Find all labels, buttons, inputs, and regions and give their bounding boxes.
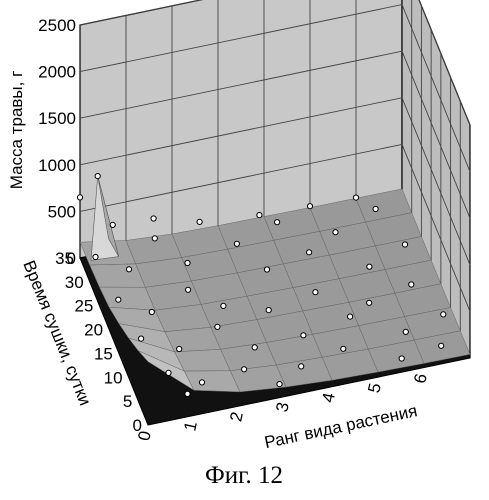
data-point [186, 287, 191, 292]
x-tick-label: 6 [410, 372, 431, 385]
data-point [252, 345, 257, 350]
data-point [439, 343, 444, 348]
z-axis-label: Масса травы, г [7, 71, 26, 190]
data-point [197, 219, 202, 224]
data-point [403, 329, 408, 334]
data-point [166, 370, 171, 375]
y-tick-label: 20 [84, 321, 103, 340]
z-tick-label: 2500 [38, 16, 76, 35]
y-tick-label: 30 [65, 273, 84, 292]
data-point [215, 324, 220, 329]
surface-cell [165, 327, 221, 352]
y-tick-label: 35 [55, 249, 74, 268]
y-tick-label: 0 [133, 416, 142, 435]
y-tick-label: 15 [94, 344, 113, 363]
data-point [110, 222, 115, 227]
data-point [116, 297, 121, 302]
data-point [221, 303, 226, 308]
data-point [234, 241, 239, 246]
data-point [77, 195, 82, 200]
data-point [264, 267, 269, 272]
data-point [126, 267, 131, 272]
data-point [177, 346, 182, 351]
data-point [275, 220, 280, 225]
data-point [409, 282, 414, 287]
y-tick-label: 25 [74, 297, 93, 316]
data-point [333, 230, 338, 235]
data-point [441, 312, 446, 317]
data-point [242, 367, 247, 372]
data-point [367, 300, 372, 305]
data-point [402, 242, 407, 247]
x-tick-label: 4 [318, 391, 339, 404]
data-point [257, 213, 262, 218]
data-point [199, 380, 204, 385]
z-tick-label: 1000 [38, 156, 76, 175]
data-point [139, 336, 144, 341]
data-point [93, 254, 98, 259]
data-point [149, 309, 154, 314]
x-tick-label: 1 [180, 420, 201, 433]
data-point [185, 260, 190, 265]
data-point [313, 290, 318, 295]
data-point [301, 333, 306, 338]
data-point [373, 206, 378, 211]
x-tick-label: 3 [272, 401, 293, 414]
data-point [151, 216, 156, 221]
x-tick-label: 2 [226, 410, 247, 423]
x-tick-label: 5 [364, 381, 385, 394]
data-point [152, 236, 157, 241]
data-point [307, 250, 312, 255]
data-point [353, 195, 358, 200]
data-point [348, 314, 353, 319]
z-tick-label: 500 [48, 202, 76, 221]
z-tick-label: 1500 [38, 109, 76, 128]
y-tick-label: 10 [104, 368, 123, 387]
data-point [95, 174, 100, 179]
data-point [341, 346, 346, 351]
data-point [367, 264, 372, 269]
z-tick-label: 2000 [38, 63, 76, 82]
data-point [266, 308, 271, 313]
data-point [399, 356, 404, 361]
data-point [185, 391, 190, 396]
data-point [277, 382, 282, 387]
y-tick-label: 5 [123, 392, 132, 411]
data-point [307, 204, 312, 209]
figure-caption: Фиг. 12 [205, 462, 283, 489]
data-point [299, 364, 304, 369]
